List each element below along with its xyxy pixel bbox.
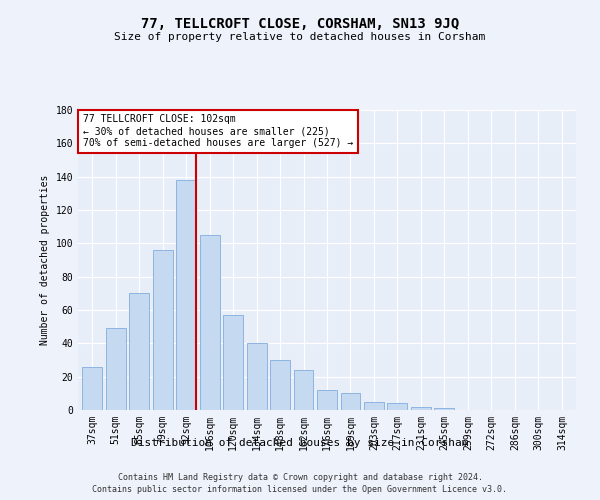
Bar: [152, 250, 173, 410]
Text: Size of property relative to detached houses in Corsham: Size of property relative to detached ho…: [115, 32, 485, 42]
Bar: [317, 390, 337, 410]
Text: Contains HM Land Registry data © Crown copyright and database right 2024.: Contains HM Land Registry data © Crown c…: [118, 472, 482, 482]
Bar: [223, 315, 243, 410]
Text: Contains public sector information licensed under the Open Government Licence v3: Contains public sector information licen…: [92, 485, 508, 494]
Bar: [200, 235, 220, 410]
Bar: [293, 370, 313, 410]
Bar: [364, 402, 384, 410]
Bar: [341, 394, 361, 410]
Text: 77 TELLCROFT CLOSE: 102sqm
← 30% of detached houses are smaller (225)
70% of sem: 77 TELLCROFT CLOSE: 102sqm ← 30% of deta…: [83, 114, 353, 148]
Bar: [176, 180, 196, 410]
Bar: [434, 408, 454, 410]
Bar: [247, 344, 266, 410]
Bar: [82, 366, 102, 410]
Bar: [106, 328, 125, 410]
Text: Distribution of detached houses by size in Corsham: Distribution of detached houses by size …: [131, 438, 469, 448]
Text: 77, TELLCROFT CLOSE, CORSHAM, SN13 9JQ: 77, TELLCROFT CLOSE, CORSHAM, SN13 9JQ: [141, 18, 459, 32]
Bar: [411, 406, 431, 410]
Bar: [270, 360, 290, 410]
Y-axis label: Number of detached properties: Number of detached properties: [40, 175, 50, 345]
Bar: [388, 404, 407, 410]
Bar: [129, 294, 149, 410]
